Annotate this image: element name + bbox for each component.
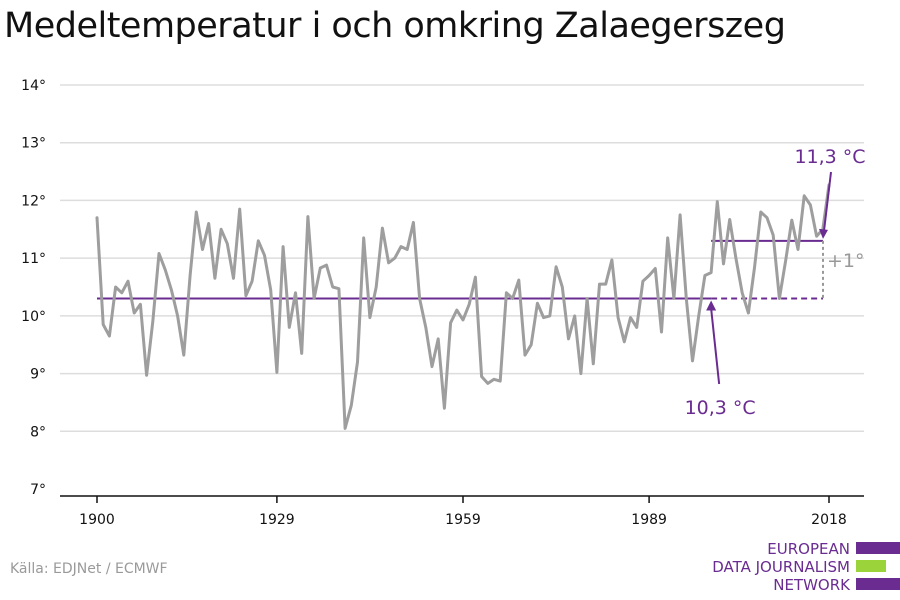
y-tick-label: 11° <box>21 251 46 267</box>
x-axis: 1900 1929 1959 1989 2018 <box>60 495 864 528</box>
temperature-chart: 7° 8° 9° 10° 11° 12° 13° 14° 1900 1929 1959 1989 20… <box>21 78 866 528</box>
arrow-baseline <box>710 308 721 385</box>
logo-bar-green <box>856 560 886 572</box>
y-tick-label: 12° <box>21 193 46 209</box>
label-recent-average: 11,3 °C <box>794 146 865 168</box>
logo-line-2: DATA JOURNALISM <box>712 558 850 576</box>
x-tick-label: 1929 <box>259 512 295 528</box>
y-tick-label: 8° <box>30 424 46 440</box>
y-tick-label: 14° <box>21 78 46 94</box>
y-tick-label: 7° <box>30 482 46 498</box>
arrow-recent <box>823 171 832 231</box>
x-tick-label: 1959 <box>445 512 481 528</box>
grid-lines <box>60 84 864 433</box>
arrowhead-baseline <box>706 300 717 311</box>
temperature-series-line <box>95 183 831 430</box>
source-credit: Källa: EDJNet / ECMWF <box>10 561 168 577</box>
x-tick-label: 1900 <box>79 512 115 528</box>
arrowhead-recent <box>819 228 828 239</box>
y-axis-ticks: 7° 8° 9° 10° 11° 12° 13° 14° <box>21 78 46 498</box>
reference-lines <box>97 239 824 300</box>
logo-line-3: NETWORK <box>773 576 850 594</box>
label-difference: +1° <box>827 250 865 272</box>
x-tick-label: 2018 <box>811 512 847 528</box>
y-tick-label: 10° <box>21 309 46 325</box>
logo-bar-purple-2 <box>856 578 900 590</box>
annotations: 10,3 °C 11,3 °C +1° <box>685 146 866 419</box>
y-tick-label: 13° <box>21 136 46 152</box>
y-tick-label: 9° <box>30 367 46 383</box>
label-baseline-average: 10,3 °C <box>685 397 756 419</box>
edjnet-logo: EUROPEAN DATA JOURNALISM NETWORK <box>700 538 900 598</box>
x-tick-label: 1989 <box>631 512 667 528</box>
chart-title: Medeltemperatur i och omkring Zalaegersz… <box>4 6 786 46</box>
logo-line-1: EUROPEAN <box>767 540 850 558</box>
logo-bar-purple-1 <box>856 542 900 554</box>
